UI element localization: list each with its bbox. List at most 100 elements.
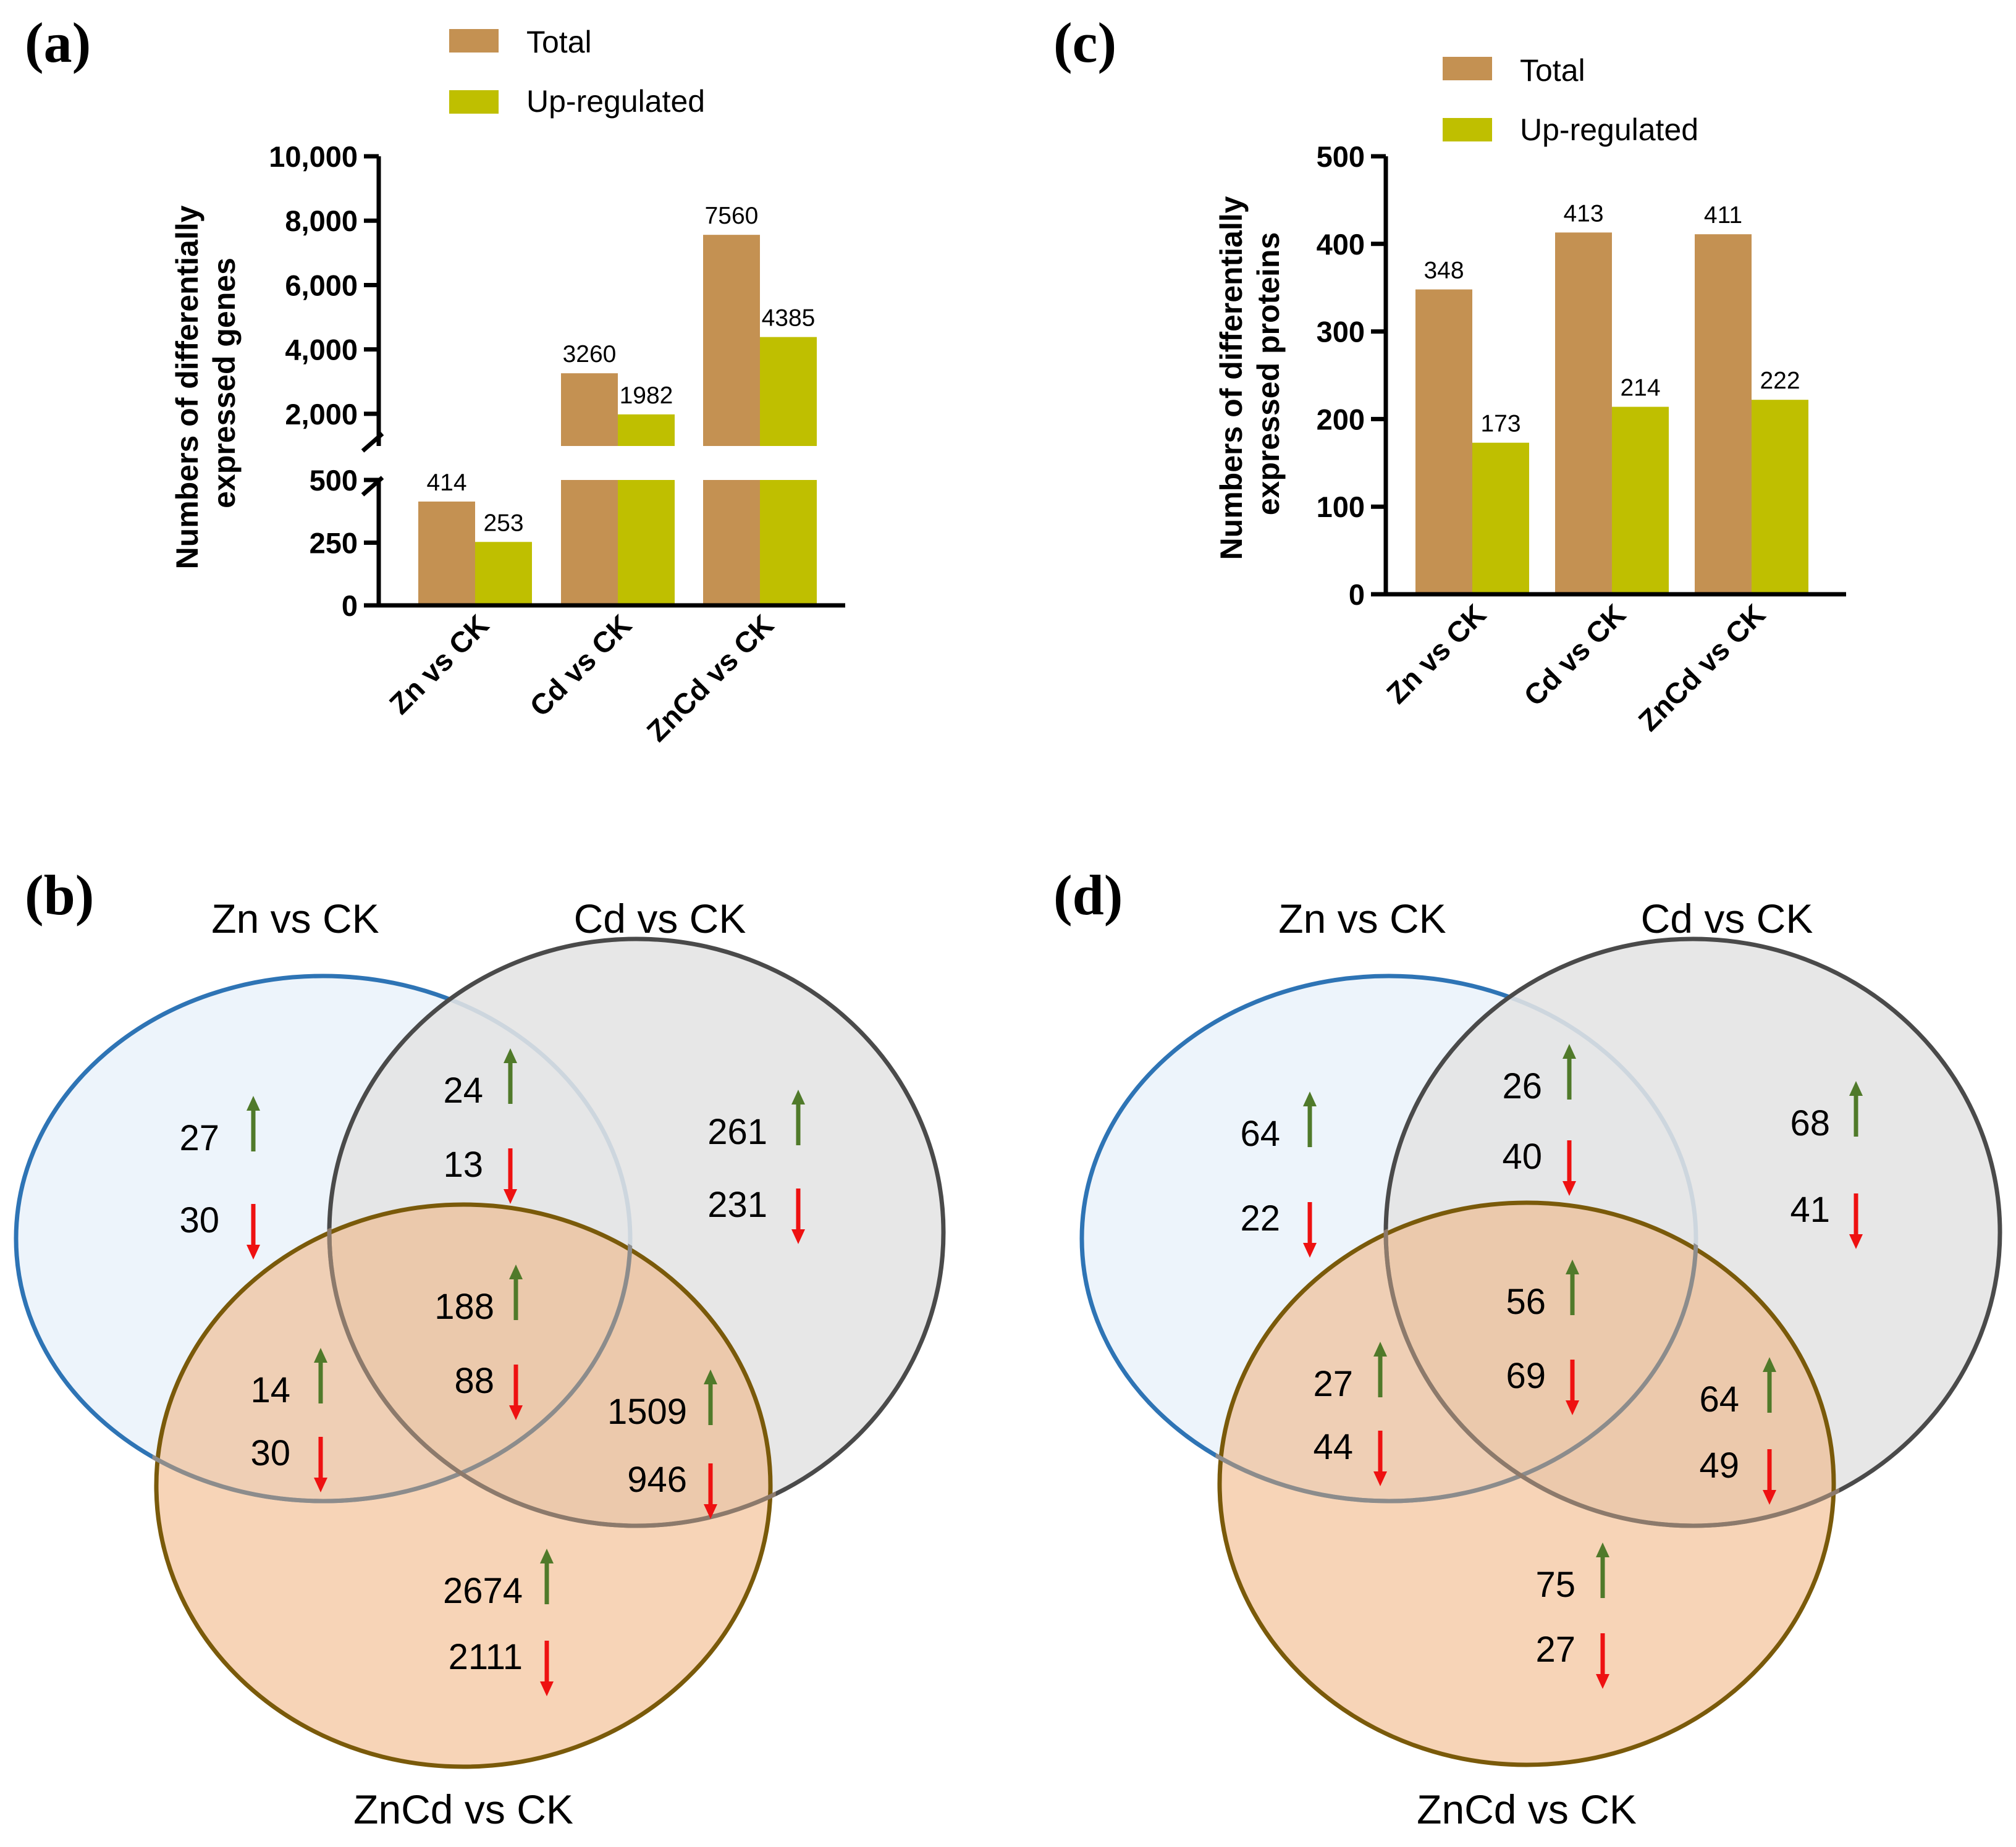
y-tick-label: 2,000 [285, 398, 358, 431]
venn-count-down: 27 [1535, 1630, 1575, 1670]
x-tick-label: Zn vs CK [1380, 598, 1493, 710]
axis-break-mark [361, 476, 384, 497]
data-label: 4385 [762, 305, 816, 332]
venn-b-set-label-zn: Zn vs CK [211, 896, 379, 941]
up-arrow-icon [1373, 1342, 1387, 1357]
bar-up-lower [760, 480, 817, 605]
data-label: 413 [1563, 200, 1603, 227]
legend-label-up: Up-regulated [526, 84, 705, 119]
venn-count-up: 75 [1535, 1565, 1575, 1605]
down-arrow-icon [704, 1504, 717, 1519]
down-arrow-icon [1849, 1234, 1863, 1249]
venn-count-up: 27 [1313, 1364, 1353, 1404]
up-arrow-icon [504, 1048, 517, 1063]
up-arrow-icon [1563, 1044, 1576, 1059]
data-label: 7560 [705, 203, 759, 229]
venn-d-set-label-zncd: ZnCd vs CK [1417, 1786, 1637, 1832]
venn-count-up: 14 [250, 1370, 290, 1410]
panel-a-legend: Total Up-regulated [449, 25, 705, 119]
bar-total-upper [703, 235, 760, 446]
venn-b-zncd-circle [154, 1202, 773, 1769]
y-tick-label: 500 [1317, 140, 1365, 173]
down-arrow-icon [504, 1189, 517, 1204]
down-arrow-icon [314, 1478, 327, 1492]
down-arrow-icon [509, 1405, 523, 1420]
y-tick-label: 0 [1349, 578, 1365, 611]
venn-count-up: 64 [1240, 1114, 1280, 1154]
up-arrow-icon [540, 1549, 554, 1563]
legend-swatch-total [1443, 57, 1492, 80]
down-arrow-icon [1566, 1400, 1579, 1415]
venn-count-up: 56 [1506, 1282, 1546, 1322]
data-label: 1982 [620, 382, 673, 409]
venn-count-up: 26 [1502, 1066, 1542, 1106]
venn-count-down: 44 [1313, 1427, 1353, 1467]
legend-label-total: Total [1520, 53, 1585, 88]
y-axis-title-a-line1: Numbers of differentially [170, 205, 205, 569]
data-label: 411 [1704, 202, 1742, 229]
plot-area-c: 348 173 Zn vs CK 413 214 Cd vs CK 411 222 ZnCd v… [1317, 140, 1846, 737]
venn-count-down: 231 [707, 1185, 767, 1225]
bar-up-lower [618, 480, 675, 605]
venn-count-down: 69 [1506, 1356, 1546, 1396]
panel-d-letter: (d) [1053, 864, 1123, 927]
venn-count-down: 40 [1502, 1137, 1542, 1177]
bar-total [1415, 289, 1472, 594]
y-axis-title-a: Numbers of differentially expressed gene… [170, 197, 242, 570]
venn-count-down: 41 [1790, 1190, 1830, 1230]
data-label: 3260 [563, 341, 617, 368]
bar-up [475, 542, 532, 605]
down-arrow-icon [1763, 1490, 1776, 1505]
y-tick-label: 4,000 [285, 334, 358, 366]
legend-label-total: Total [526, 25, 592, 59]
legend-swatch-up [1443, 118, 1492, 141]
panel-c-legend: Total Up-regulated [1443, 53, 1698, 147]
data-label: 222 [1760, 368, 1800, 394]
up-arrow-icon [247, 1096, 260, 1111]
down-arrow-icon [540, 1681, 554, 1696]
data-label: 173 [1480, 411, 1520, 437]
venn-count-down: 22 [1240, 1198, 1280, 1239]
bar-total [1555, 232, 1612, 595]
bar-total [418, 501, 475, 605]
bar-total [1695, 234, 1752, 594]
panel-c-letter: (c) [1053, 11, 1116, 74]
venn-count-up: 2674 [443, 1571, 523, 1611]
venn-count-down: 13 [443, 1145, 483, 1185]
panel-c: (c) Total Up-regulated Numbers of differ… [1053, 11, 1846, 737]
panel-b: (b) Zn vs CK Cd vs CK ZnCd vs CK 27 30 24 1… [14, 864, 946, 1832]
y-axis-title-c-line1: Numbers of differentially [1214, 196, 1249, 560]
x-tick-label: ZnCd vs CK [640, 608, 780, 748]
bar-up [1612, 406, 1669, 594]
panel-d: (d) Zn vs CK Cd vs CK ZnCd vs CK 64 22 26 4… [1053, 864, 2002, 1832]
down-arrow-icon [1373, 1471, 1387, 1486]
bar-total-upper [561, 373, 618, 446]
bar-up-upper [760, 337, 817, 446]
y-tick-label: 400 [1317, 228, 1365, 261]
y-tick-label: 300 [1317, 316, 1365, 348]
up-arrow-icon [1303, 1092, 1317, 1106]
panel-a: (a) Total Up-regulated Numbers of differ… [25, 11, 845, 747]
down-arrow-icon [1303, 1243, 1317, 1258]
bar-total-lower [561, 480, 618, 605]
up-arrow-icon [314, 1348, 327, 1363]
x-tick-label: Zn vs CK [383, 608, 496, 721]
data-label: 348 [1423, 258, 1464, 284]
bar-up [1472, 442, 1529, 594]
y-axis-title-a-line2: expressed genes [207, 258, 242, 508]
bar-up-upper [618, 414, 675, 446]
venn-b-set-label-zncd: ZnCd vs CK [353, 1786, 573, 1832]
x-tick-label: Cd vs CK [523, 608, 638, 723]
venn-b-cd-outline-inner [327, 1201, 776, 1528]
bar-up [1752, 400, 1808, 594]
venn-d-counts: 64 22 26 40 68 41 56 69 27 44 64 49 75 27 [1240, 1044, 1863, 1689]
venn-d-set-label-zn: Zn vs CK [1278, 896, 1446, 941]
legend-swatch-total [449, 29, 499, 53]
venn-count-down: 946 [627, 1460, 687, 1500]
venn-count-down: 88 [454, 1361, 494, 1401]
venn-count-up: 261 [707, 1112, 767, 1152]
x-tick-label: ZnCd vs CK [1632, 598, 1771, 738]
venn-count-up: 188 [434, 1287, 494, 1327]
